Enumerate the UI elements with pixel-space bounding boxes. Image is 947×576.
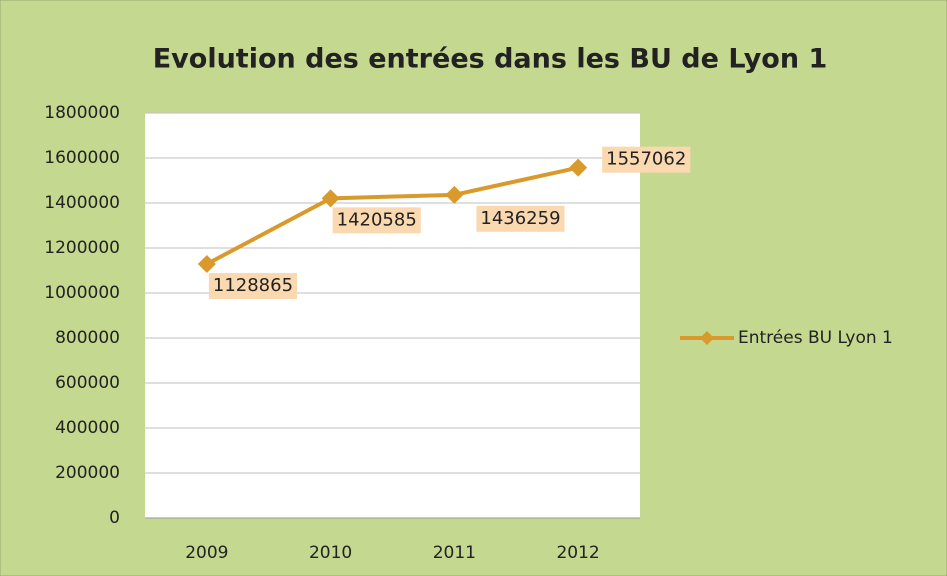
y-tick-label: 600000: [55, 373, 120, 393]
y-tick-label: 1000000: [44, 283, 120, 303]
data-label: 1420585: [337, 209, 417, 230]
y-tick-label: 1600000: [44, 148, 120, 168]
marker: [321, 189, 340, 208]
marker: [445, 185, 464, 204]
y-tick-label: 200000: [55, 463, 120, 483]
y-tick-label: 0: [109, 508, 120, 528]
data-label: 1557062: [606, 149, 686, 170]
x-tick-label: 2010: [309, 543, 352, 563]
data-label: 1436259: [480, 208, 560, 229]
legend-marker: [700, 331, 714, 345]
legend-label: Entrées BU Lyon 1: [738, 328, 893, 348]
series-line: [205, 165, 579, 266]
marker: [569, 158, 588, 177]
data-label-bg: [208, 273, 298, 300]
y-tick-label: 1400000: [44, 193, 120, 213]
y-tick-label: 1800000: [44, 103, 120, 123]
x-tick-label: 2009: [185, 543, 228, 563]
chart-title: Evolution des entrées dans les BU de Lyo…: [153, 44, 828, 75]
data-label-bg: [476, 205, 565, 232]
marker: [197, 255, 216, 274]
x-tick-label: 2011: [433, 543, 476, 563]
plot-area: [145, 113, 640, 518]
y-tick-label: 1200000: [44, 238, 120, 258]
data-label-bg: [602, 146, 691, 173]
y-tick-label: 400000: [55, 418, 120, 438]
data-label: 1128865: [213, 275, 293, 296]
y-tick-label: 800000: [55, 328, 120, 348]
x-tick-label: 2012: [556, 543, 599, 563]
data-label-bg: [332, 207, 421, 234]
